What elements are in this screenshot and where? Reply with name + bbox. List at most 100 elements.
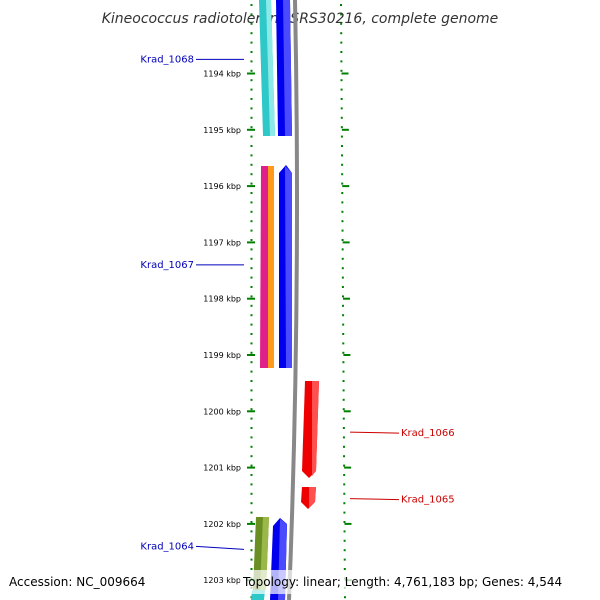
major-tick [247, 354, 255, 356]
right-tick-track [340, 4, 346, 599]
track-dot [250, 314, 253, 317]
track-dot [250, 539, 253, 542]
track-dot [341, 295, 344, 298]
major-tick [247, 72, 255, 75]
track-dot [343, 455, 346, 458]
track-dot [343, 464, 346, 467]
kbp-label: 1203 kbp [203, 576, 241, 585]
track-dot [250, 295, 253, 298]
track-dot [343, 502, 346, 505]
track-dot [342, 314, 345, 317]
track-dot [250, 182, 253, 185]
track-dot [250, 60, 253, 63]
gene-feature-krad-1066[interactable] [302, 381, 319, 478]
track-dot [341, 182, 344, 185]
map-title: Kineococcus radiotolerans SRS30216, comp… [102, 11, 499, 27]
gene-feature-krad-1065[interactable] [301, 487, 316, 509]
gene-label-krad-1066[interactable]: Krad_1066 [349, 428, 455, 439]
leader-line [195, 545, 245, 550]
track-dot [340, 41, 343, 44]
track-dot [342, 389, 345, 392]
major-tick [344, 466, 352, 469]
major-tick [344, 522, 352, 525]
major-tick [247, 241, 255, 244]
track-dot [340, 135, 343, 138]
gene-label-krad-1068[interactable]: Krad_1068 [140, 54, 244, 65]
gene-label-krad-1065[interactable]: Krad_1065 [349, 495, 455, 506]
track-dot [250, 464, 253, 467]
magenta-feature-bar [260, 166, 268, 368]
track-dot [250, 192, 253, 194]
track-dot [250, 568, 253, 570]
track-dot [250, 408, 253, 411]
kbp-label: 1196 kbp [203, 182, 241, 191]
track-dot [340, 4, 343, 6]
track-dot [250, 351, 253, 354]
track-dot [341, 248, 344, 251]
track-dot [250, 51, 253, 53]
track-dot [340, 145, 343, 147]
kbp-label: 1202 kbp [203, 520, 241, 529]
kbp-label: 1195 kbp [203, 126, 241, 135]
track-dot [341, 201, 344, 204]
track-dot [341, 220, 344, 223]
track-dot [342, 351, 345, 354]
track-dot [250, 229, 253, 232]
gene-label-krad-1064[interactable]: Krad_1064 [140, 541, 245, 552]
major-tick [343, 410, 351, 413]
track-dot [342, 417, 345, 420]
track-dot [343, 568, 346, 570]
blue-cds-arrow-highlight [285, 166, 292, 368]
track-dot [343, 483, 346, 486]
track-dot [250, 154, 253, 157]
track-dot [340, 88, 343, 91]
track-dot [340, 51, 343, 53]
major-tick [343, 354, 351, 356]
track-dot [250, 88, 253, 91]
gene-feature-krad-1068[interactable] [259, 0, 292, 136]
major-tick [247, 466, 255, 469]
track-dot [341, 239, 344, 241]
track-dot [250, 380, 253, 382]
gene-feature-krad-1067[interactable] [260, 165, 292, 368]
track-dot [342, 436, 345, 439]
track-dot [343, 558, 346, 561]
track-dot [250, 201, 253, 204]
major-tick [342, 185, 350, 188]
gene-label-text: Krad_1064 [140, 541, 194, 552]
major-tick [342, 241, 350, 244]
track-dot [250, 558, 253, 561]
track-dot [343, 530, 346, 533]
track-dot [250, 474, 253, 476]
kbp-label: 1200 kbp [203, 407, 241, 416]
track-dot [342, 333, 345, 335]
track-dot [250, 436, 253, 439]
track-dot [343, 549, 346, 552]
track-dot [342, 370, 345, 373]
gene-label-text: Krad_1068 [140, 54, 194, 65]
major-tick [247, 185, 255, 188]
topology-text: Topology: linear; Length: 4,761,183 bp; … [242, 575, 562, 589]
major-tick [341, 72, 349, 75]
kbp-label: 1197 kbp [203, 238, 241, 247]
track-dot [250, 248, 253, 251]
track-dot [341, 192, 344, 194]
track-dot [343, 596, 346, 599]
gene-label-krad-1067[interactable]: Krad_1067 [140, 260, 244, 271]
track-dot [250, 511, 253, 514]
gene-label-text: Krad_1065 [401, 495, 455, 506]
kbp-label: 1194 kbp [203, 70, 241, 79]
track-dot [250, 210, 253, 213]
track-dot [340, 22, 343, 25]
track-dot [250, 107, 253, 110]
major-tick [247, 522, 255, 525]
orange-feature-bar [268, 166, 274, 368]
track-dot [342, 361, 345, 364]
track-dot [341, 276, 344, 279]
track-dot [341, 257, 344, 260]
track-dot [250, 257, 253, 260]
track-dot [250, 342, 253, 345]
genome-backbone [287, 0, 299, 600]
track-dot [250, 389, 253, 392]
track-dot [340, 116, 343, 119]
